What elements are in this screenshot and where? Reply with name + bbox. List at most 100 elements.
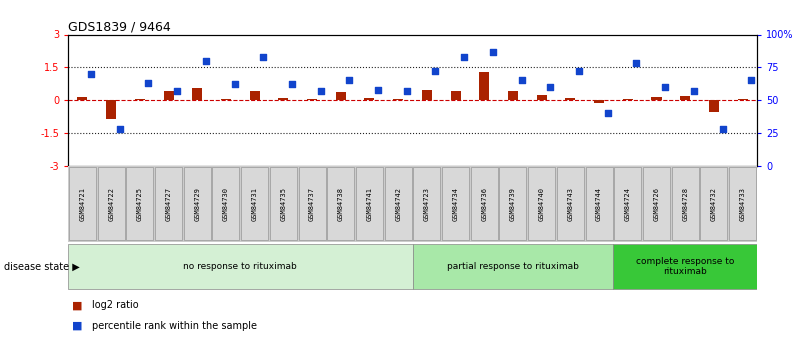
- FancyBboxPatch shape: [68, 244, 413, 289]
- FancyBboxPatch shape: [700, 167, 727, 240]
- Point: [515, 78, 528, 83]
- Bar: [336, 92, 346, 100]
- FancyBboxPatch shape: [528, 167, 555, 240]
- Text: GSM84721: GSM84721: [79, 187, 86, 220]
- Point: [716, 126, 729, 132]
- Bar: [537, 95, 547, 100]
- FancyBboxPatch shape: [614, 244, 757, 289]
- Text: GSM84723: GSM84723: [424, 187, 430, 220]
- FancyBboxPatch shape: [500, 167, 526, 240]
- Point: [630, 61, 642, 66]
- Bar: [422, 90, 432, 100]
- Point: [199, 58, 212, 63]
- Text: GSM84726: GSM84726: [654, 187, 659, 220]
- Bar: [738, 99, 747, 100]
- Text: GSM84736: GSM84736: [481, 187, 487, 220]
- Bar: [221, 99, 231, 100]
- Text: GSM84735: GSM84735: [280, 187, 286, 220]
- Bar: [393, 99, 403, 100]
- Bar: [364, 98, 375, 100]
- Text: GSM84742: GSM84742: [395, 187, 401, 220]
- Text: ■: ■: [72, 300, 83, 310]
- Point: [228, 81, 241, 87]
- Text: GSM84722: GSM84722: [108, 187, 114, 220]
- FancyBboxPatch shape: [69, 167, 96, 240]
- FancyBboxPatch shape: [212, 167, 239, 240]
- Bar: [651, 97, 662, 100]
- FancyBboxPatch shape: [672, 167, 698, 240]
- Text: GSM84734: GSM84734: [453, 187, 458, 220]
- Point: [314, 88, 327, 93]
- Point: [457, 54, 470, 60]
- Text: GSM84741: GSM84741: [367, 187, 372, 220]
- FancyBboxPatch shape: [413, 167, 441, 240]
- Text: GSM84739: GSM84739: [510, 187, 516, 220]
- Point: [285, 81, 298, 87]
- FancyBboxPatch shape: [413, 244, 614, 289]
- Point: [745, 78, 758, 83]
- Text: GSM84730: GSM84730: [223, 187, 229, 220]
- Point: [142, 80, 155, 86]
- Point: [573, 68, 586, 74]
- Bar: [78, 97, 87, 100]
- Bar: [622, 99, 633, 100]
- FancyBboxPatch shape: [471, 167, 497, 240]
- Text: complete response to
rituximab: complete response to rituximab: [636, 257, 735, 276]
- Text: ■: ■: [72, 321, 83, 331]
- Point: [687, 88, 700, 93]
- Text: GSM84737: GSM84737: [309, 187, 315, 220]
- Text: GSM84731: GSM84731: [252, 187, 258, 220]
- Bar: [450, 91, 461, 100]
- FancyBboxPatch shape: [155, 167, 182, 240]
- Bar: [566, 98, 575, 100]
- FancyBboxPatch shape: [586, 167, 613, 240]
- Bar: [508, 91, 518, 100]
- Point: [85, 71, 98, 77]
- FancyBboxPatch shape: [270, 167, 297, 240]
- Point: [400, 88, 413, 93]
- Text: GSM84727: GSM84727: [166, 187, 171, 220]
- Point: [114, 126, 127, 132]
- Text: GSM84725: GSM84725: [137, 187, 143, 220]
- Bar: [709, 100, 719, 112]
- FancyBboxPatch shape: [183, 167, 211, 240]
- Text: GSM84732: GSM84732: [711, 187, 717, 220]
- Text: log2 ratio: log2 ratio: [92, 300, 139, 310]
- Text: GSM84733: GSM84733: [739, 187, 746, 220]
- Bar: [680, 96, 690, 100]
- Text: GSM84729: GSM84729: [195, 187, 200, 220]
- Text: no response to rituximab: no response to rituximab: [183, 262, 297, 271]
- FancyBboxPatch shape: [98, 167, 125, 240]
- Bar: [250, 91, 260, 100]
- FancyBboxPatch shape: [557, 167, 584, 240]
- Point: [257, 54, 270, 60]
- Bar: [307, 99, 317, 100]
- Point: [658, 84, 671, 90]
- Text: partial response to rituximab: partial response to rituximab: [447, 262, 579, 271]
- Text: percentile rank within the sample: percentile rank within the sample: [92, 321, 257, 331]
- Bar: [106, 100, 116, 119]
- FancyBboxPatch shape: [729, 167, 756, 240]
- Bar: [163, 91, 174, 100]
- Point: [372, 87, 384, 92]
- Text: GSM84740: GSM84740: [539, 187, 545, 220]
- FancyBboxPatch shape: [328, 167, 354, 240]
- Text: GSM84728: GSM84728: [682, 187, 688, 220]
- Text: GSM84744: GSM84744: [596, 187, 602, 220]
- Bar: [594, 100, 604, 103]
- Text: disease state ▶: disease state ▶: [4, 262, 80, 272]
- FancyBboxPatch shape: [127, 167, 153, 240]
- Text: GSM84724: GSM84724: [625, 187, 630, 220]
- Bar: [192, 88, 203, 100]
- Point: [544, 84, 557, 90]
- FancyBboxPatch shape: [241, 167, 268, 240]
- FancyBboxPatch shape: [643, 167, 670, 240]
- FancyBboxPatch shape: [384, 167, 412, 240]
- Bar: [135, 99, 145, 100]
- Point: [486, 49, 499, 54]
- Text: GSM84738: GSM84738: [338, 187, 344, 220]
- FancyBboxPatch shape: [442, 167, 469, 240]
- Bar: [479, 72, 489, 100]
- Point: [602, 110, 614, 116]
- Bar: [278, 98, 288, 100]
